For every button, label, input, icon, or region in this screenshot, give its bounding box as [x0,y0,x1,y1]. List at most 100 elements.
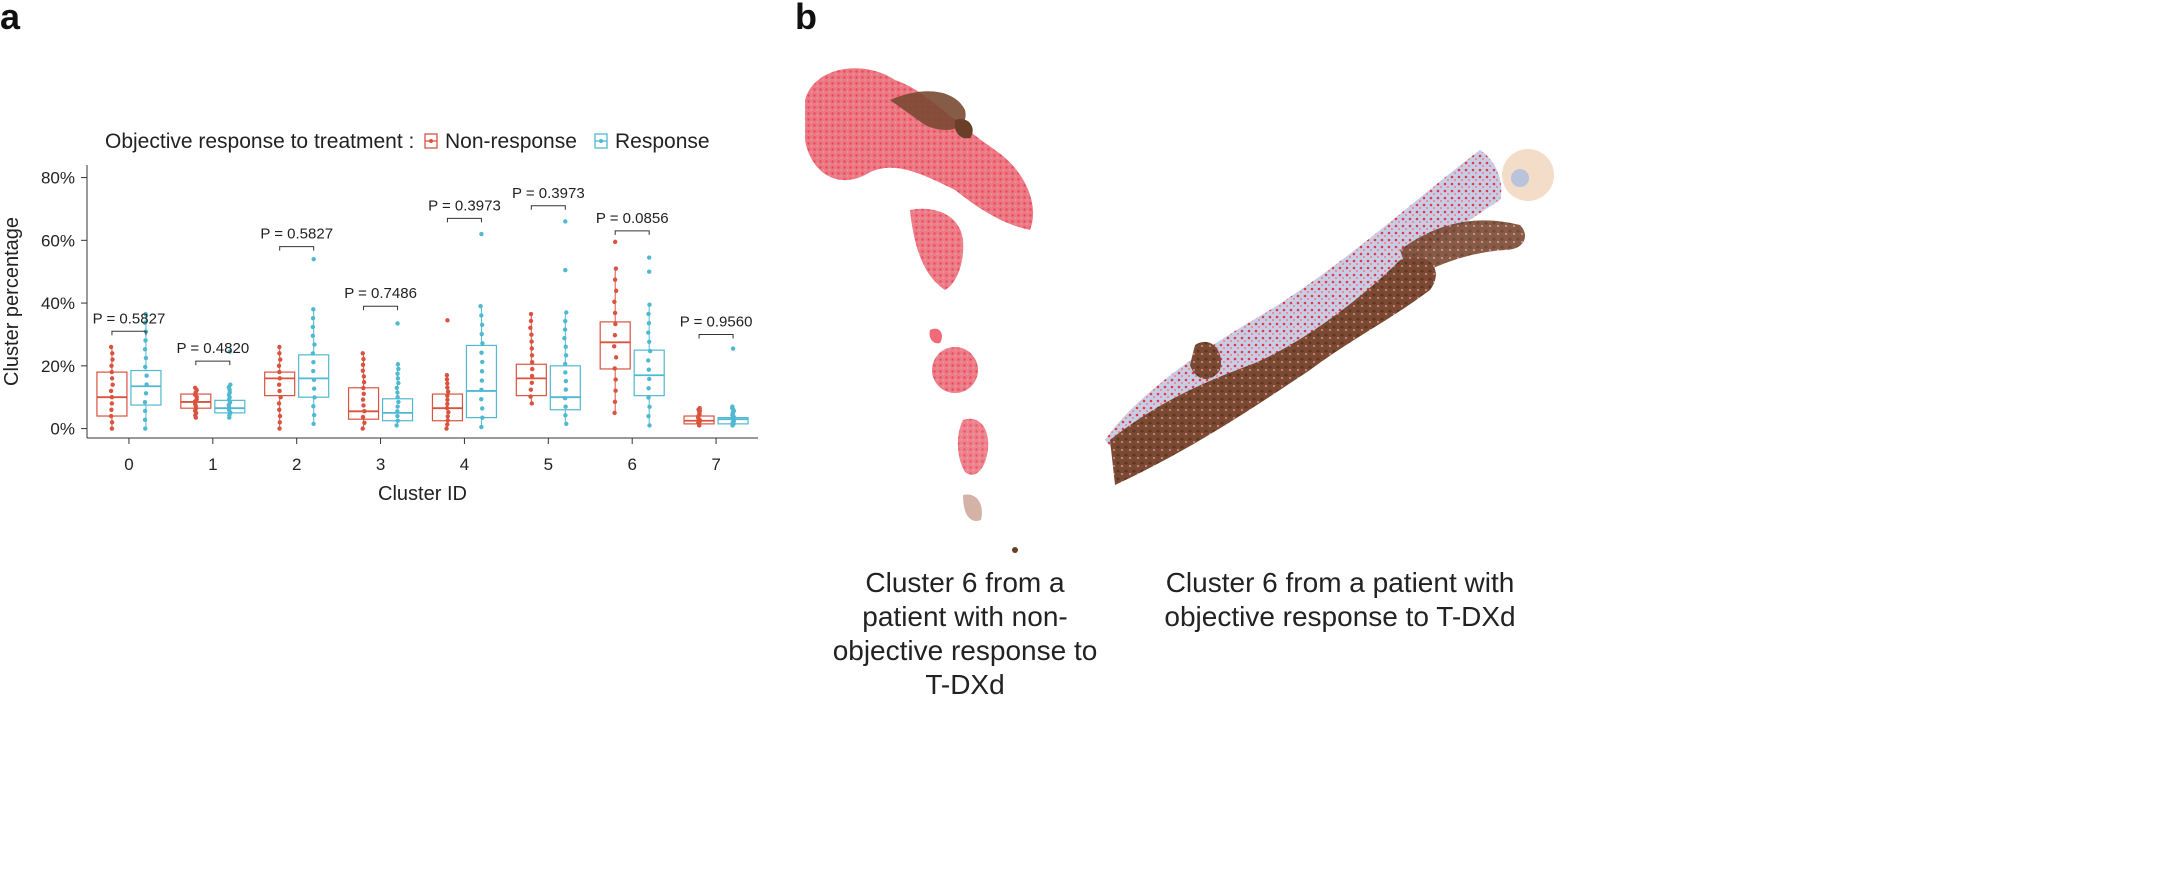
box-nonresponse-5-point-10 [529,332,534,337]
box-response-0-point-9 [142,347,148,352]
box-response-0-box [130,369,162,406]
pvalue-bracket-0 [111,330,147,336]
box-nonresponse-6-point-2 [613,388,618,393]
y-axis-label: Cluster percentage [1,217,23,386]
box-response-4-point-2 [480,406,485,411]
box-response-0-point-0 [143,426,148,431]
box-response-4-point-3 [479,396,484,402]
box-response-2-point-2 [311,404,316,409]
box-response-6-point-4 [646,386,651,391]
box-nonresponse-2-point-11 [278,357,283,362]
pvalue-label-1: P = 0.4820 [176,340,249,357]
box-response-5-outlier-0 [563,267,568,273]
box-nonresponse-2-point-2 [277,413,283,419]
box-nonresponse-3-point-5 [360,397,366,402]
pvalue-bracket-2 [279,246,315,251]
y-tick-label-3: 60% [41,231,75,250]
x-tick-label-6: 6 [627,455,636,474]
x-tick-label-3: 3 [376,455,385,474]
box-response-5-point-13 [564,310,569,315]
box-response-3-point-11 [395,371,400,376]
box-nonresponse-6-point-7 [612,332,618,338]
x-tick-label-7: 7 [711,455,720,474]
box-response-5-point-0 [564,421,569,427]
box-nonresponse-5-point-11 [528,325,533,331]
box-response-1-point-13 [228,382,233,387]
box-response-6-point-8 [647,348,653,354]
box-nonresponse-3-point-13 [360,351,365,356]
box-nonresponse-7-point-13 [697,405,702,411]
box-response-5-point-12 [563,318,568,324]
box-nonresponse-5-point-1 [528,394,533,399]
box-response-6-point-3 [646,395,651,400]
box-response-2-point-5 [311,377,317,383]
box-nonresponse-3-point-2 [360,414,366,420]
panel-a-label: a [0,0,21,37]
box-response-5-point-6 [563,370,568,375]
box-response-2-point-7 [311,360,316,365]
x-tick-label-1: 1 [208,455,217,474]
box-nonresponse-4-point-6 [445,401,450,407]
box-response-2-point-9 [312,342,317,347]
box-response-0-point-5 [144,382,149,387]
pvalue-label-0: P = 0.5827 [93,310,166,327]
box-response-6-outlier-1 [646,255,652,260]
box-response-6-point-12 [646,311,651,317]
x-tick-label-4: 4 [460,455,469,474]
box-response-4-point-9 [480,341,485,346]
box-response-4-point-11 [479,322,485,327]
box-nonresponse-3-point-11 [360,362,366,368]
pvalue-bracket-5 [530,205,566,210]
box-nonresponse-4-point-2 [445,418,450,423]
box-response-3-point-3 [395,409,400,414]
box-nonresponse-3-point-8 [361,380,367,385]
box-nonresponse-6-point-3 [613,377,618,382]
box-nonresponse-2-point-3 [277,407,282,412]
box-nonresponse-0-point-5 [109,395,115,400]
box-response-2-point-0 [311,421,316,427]
box-nonresponse-0-point-6 [108,388,114,394]
box-nonresponse-6-point-6 [612,344,617,349]
box-response-3-point-5 [396,399,401,405]
pvalue-bracket-1 [195,360,231,366]
box-nonresponse-4-point-7 [445,397,450,403]
box-nonresponse-0-point-1 [109,420,115,425]
box-response-4-point-7 [480,359,485,365]
box-nonresponse-5-point-5 [530,366,535,372]
box-nonresponse-6-point-11 [613,288,619,293]
box-response-6-point-11 [646,321,652,326]
box-nonresponse-4-outlier-0 [445,318,450,323]
y-tick-label-0: 0% [50,420,75,439]
box-nonresponse-3-point-0 [360,426,365,431]
box-nonresponse-2-point-0 [277,426,282,431]
box-nonresponse-0-point-13 [108,344,114,350]
boxplot-chart: Objective response to treatment : Non-res… [1,130,758,505]
box-response-2-point-13 [311,307,316,312]
box-response-4-point-5 [479,378,485,383]
pvalue-label-5: P = 0.3973 [512,185,585,202]
box-nonresponse-4-point-4 [446,409,451,415]
box-response-1-outlier-0 [227,349,233,354]
box-nonresponse-5-point-12 [528,318,534,324]
box-nonresponse-2-point-13 [277,344,282,350]
legend-label-1: Response [615,130,710,153]
box-nonresponse-0-point-0 [109,426,115,431]
panel-b-label: b [795,0,817,37]
box-response-3-point-0 [394,423,399,428]
box-response-0-point-4 [143,391,149,396]
box-nonresponse-2-point-8 [277,376,282,381]
tissue-image-response [1100,140,1560,500]
box-response-3-point-2 [395,413,400,419]
legend-swatch-dot-0 [429,139,433,143]
box-response-6-point-13 [647,302,652,307]
box-nonresponse-3-point-10 [360,368,366,373]
box-nonresponse-2-point-4 [276,401,282,406]
y-tick-label-4: 80% [41,169,75,188]
box-response-6-point-1 [646,413,651,419]
y-tick-label-2: 40% [41,294,75,313]
box-response-5-point-9 [563,344,568,349]
box-nonresponse-4-point-8 [445,393,450,398]
box-nonresponse-6-point-0 [612,410,617,416]
box-nonresponse-6-point-10 [612,299,617,305]
box-response-5-point-3 [562,395,568,401]
